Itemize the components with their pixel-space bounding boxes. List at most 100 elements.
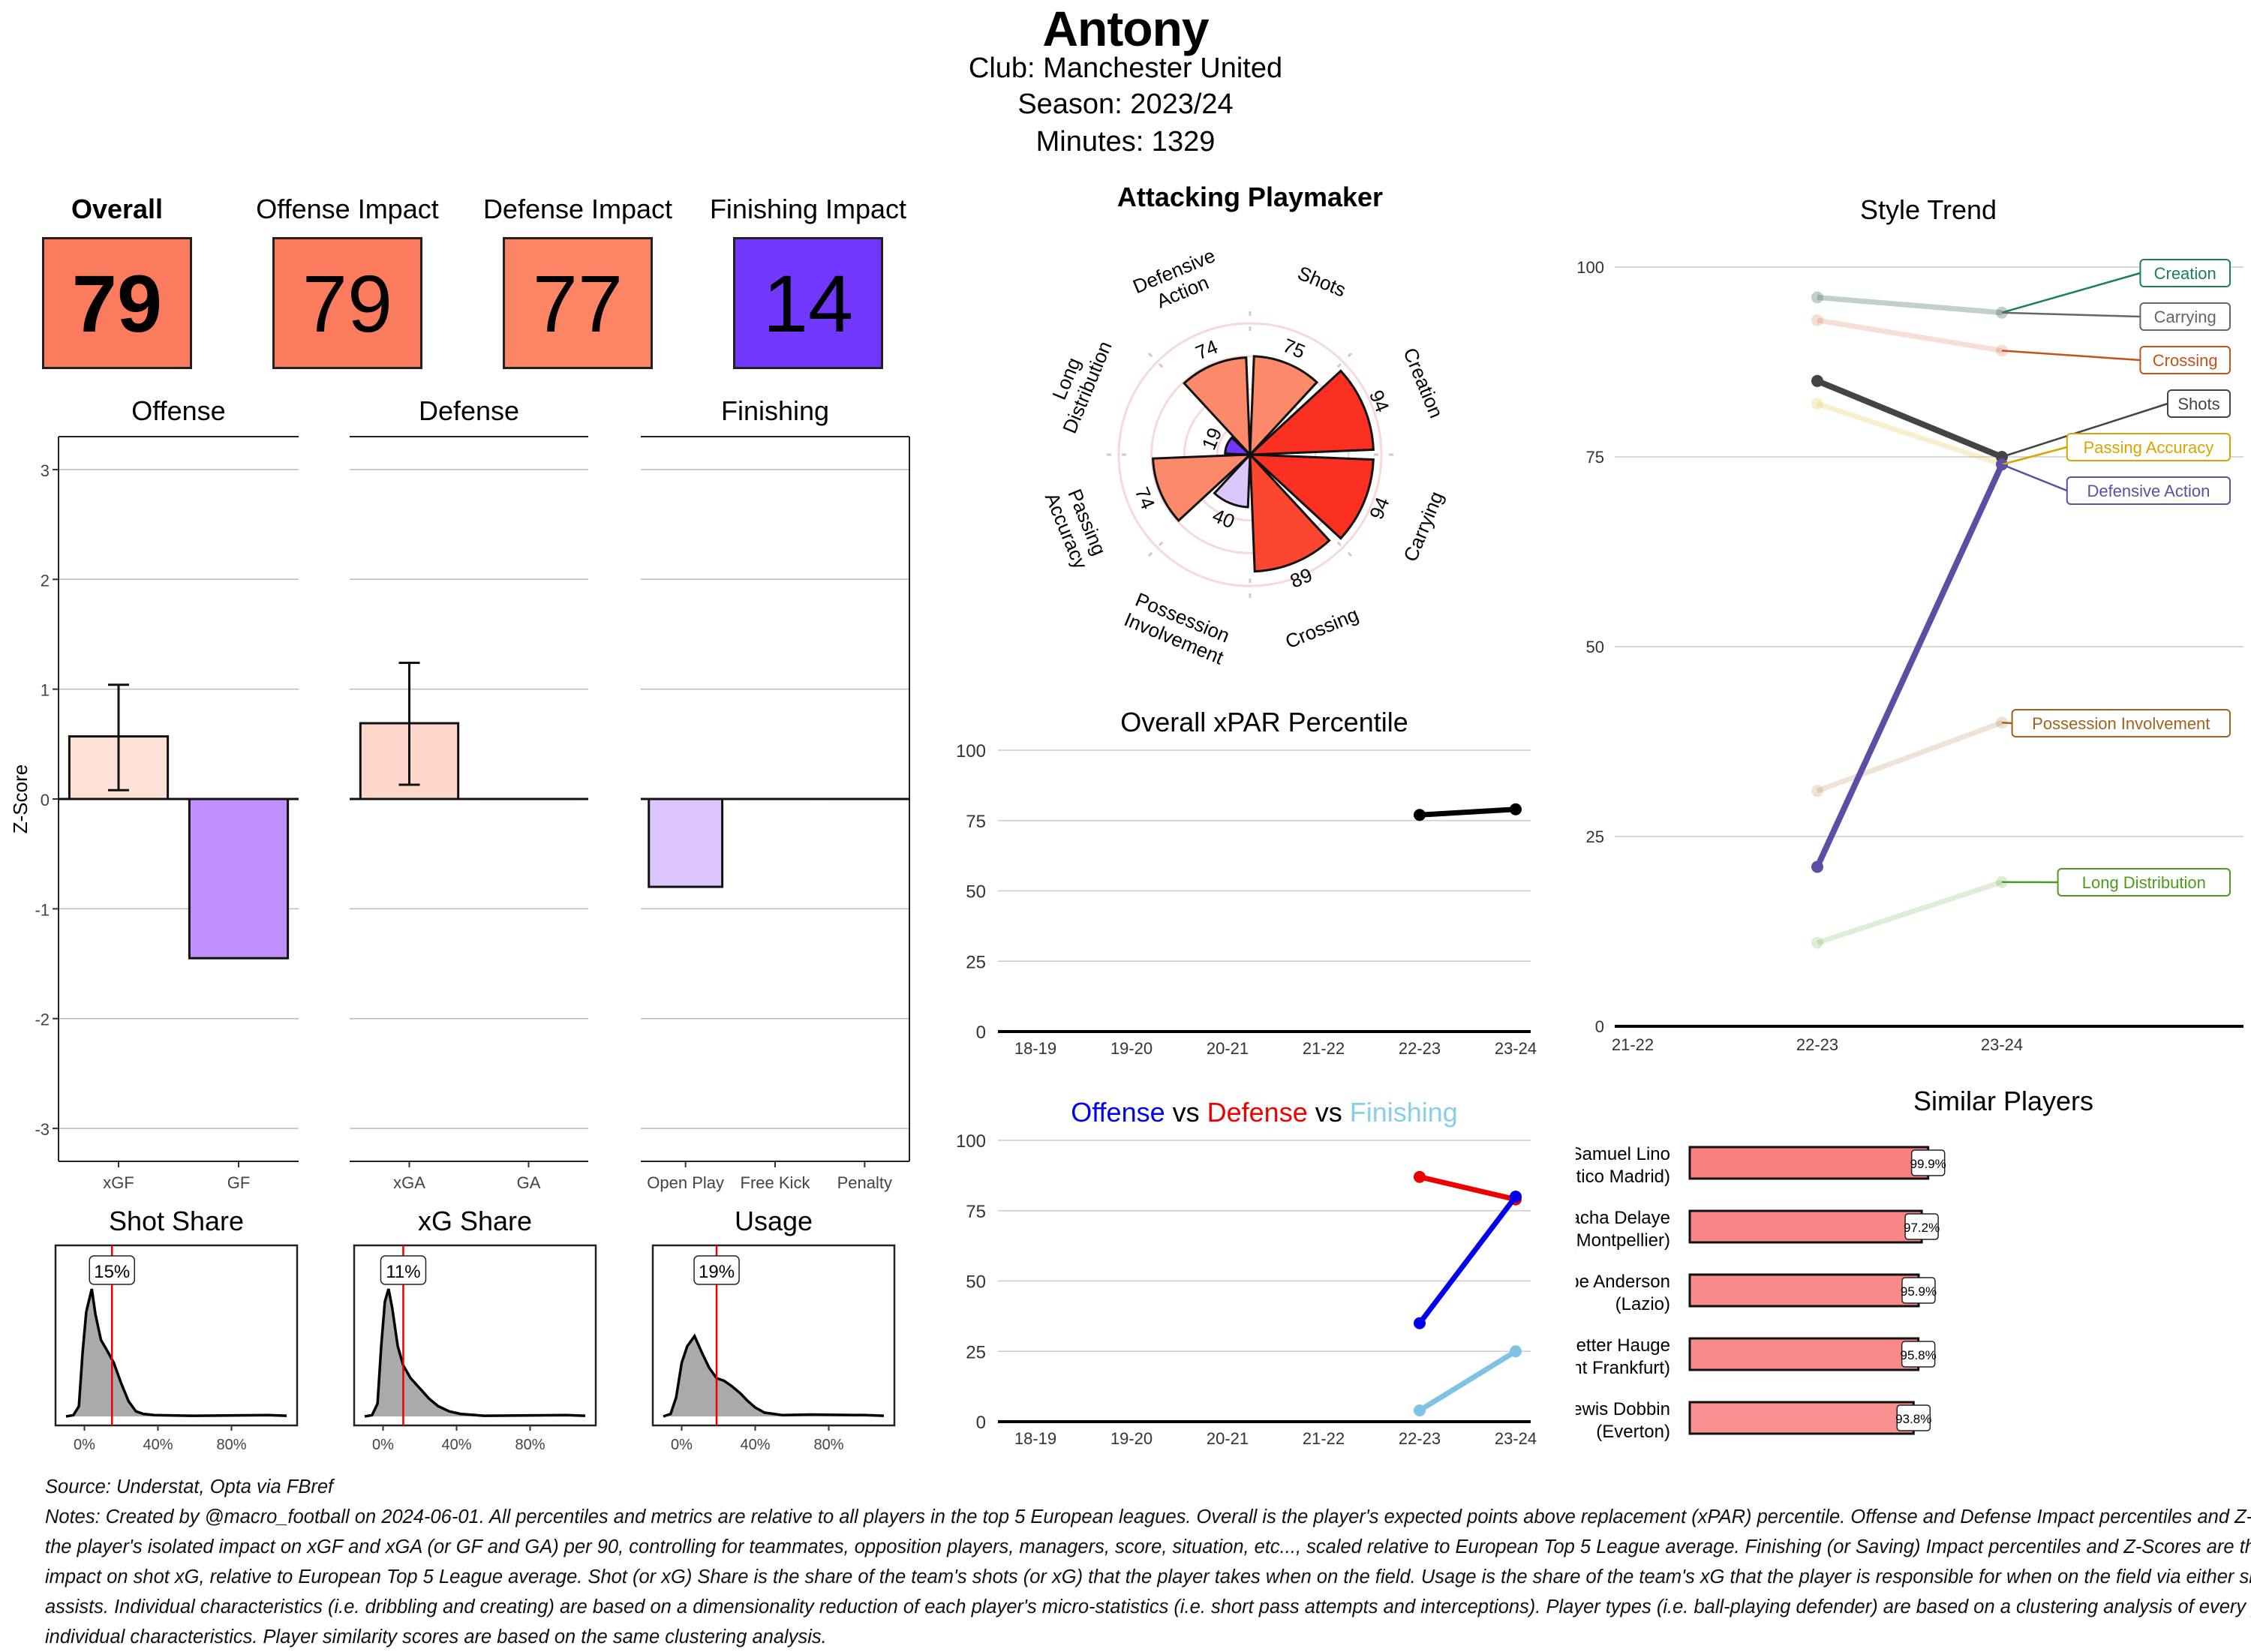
series-line-offense <box>1420 1197 1516 1323</box>
similar-player-club: (Lazio) <box>1615 1294 1670 1314</box>
odf-title: Offense vs Defense vs Finishing <box>1071 1097 1458 1128</box>
similar-player-club: (Montpellier) <box>1576 1230 1670 1251</box>
y-tick-label: 1 <box>41 681 50 700</box>
style-label-leader <box>2002 313 2140 317</box>
x-tick-label: 0% <box>671 1437 693 1453</box>
series-point <box>1510 803 1522 815</box>
x-tick-label: 21-22 <box>1612 1035 1654 1054</box>
x-tick-label: 23-24 <box>1495 1039 1537 1058</box>
y-tick-label: 2 <box>41 571 50 590</box>
style-label: Shots <box>2177 395 2219 413</box>
footer-notes: Source: Understat, Opta via FBref Notes:… <box>45 1472 2236 1652</box>
similarity-bar <box>1690 1338 1919 1370</box>
y-tick-label: 50 <box>966 882 986 903</box>
player-value-label: 19% <box>699 1262 735 1282</box>
x-tick-label: 22-23 <box>1399 1429 1441 1448</box>
series-point <box>1510 1345 1522 1357</box>
style-label: Creation <box>2154 264 2216 283</box>
density-title: Shot Share <box>109 1206 244 1236</box>
odf-title-part: Finishing <box>1342 1097 1458 1128</box>
x-tick-label: 21-22 <box>1303 1429 1345 1448</box>
y-tick-label: -2 <box>35 1011 50 1029</box>
similarity-bar <box>1690 1147 1928 1179</box>
similarity-bar <box>1690 1275 1919 1306</box>
radar-value-label: 74 <box>1131 484 1160 512</box>
similar-player-club: (Atletico Madrid) <box>1576 1167 1670 1187</box>
y-tick-label: 75 <box>1586 448 1604 467</box>
similar-player-name: Felipe Anderson <box>1576 1272 1670 1292</box>
radar-category-label: Shots <box>1294 261 1349 301</box>
card-finishing: 14 <box>733 237 883 369</box>
x-tick-label: Free Kick <box>741 1173 811 1192</box>
series-line-xpar <box>1420 809 1516 815</box>
y-tick-label: 75 <box>966 812 986 832</box>
density-title: xG Share <box>418 1206 532 1236</box>
style-point <box>1811 937 1823 949</box>
series-point <box>1414 809 1426 821</box>
series-point <box>1414 1317 1426 1329</box>
radar-value-label: 74 <box>1192 335 1221 365</box>
x-tick-label: 18-19 <box>1014 1039 1056 1058</box>
similar-player-name: Jens Petter Hauge <box>1576 1335 1670 1356</box>
notes-line-5: individual characteristics. Player simil… <box>45 1622 2236 1652</box>
y-tick-label: 100 <box>956 1131 986 1152</box>
similar-player-club: (Everton) <box>1596 1422 1670 1442</box>
series-point <box>1414 1404 1426 1416</box>
season-line: Season: 2023/24 <box>0 89 2251 121</box>
style-point <box>1811 398 1823 410</box>
series-point <box>1414 1171 1426 1183</box>
style-label: Crossing <box>2153 351 2218 370</box>
odf-title-part: Defense <box>1200 1097 1308 1128</box>
style-point <box>1811 785 1823 797</box>
similar-player-club: (Eintracht Frankfurt) <box>1576 1358 1670 1378</box>
radar-value-label: 89 <box>1287 563 1315 593</box>
style-label-leader <box>2002 447 2067 464</box>
style-trend-title: Style Trend <box>1860 194 1997 225</box>
series-line-defense <box>1420 1177 1516 1200</box>
facet-title: Finishing <box>721 395 829 426</box>
card-defense: 77 <box>503 237 653 369</box>
style-label: Passing Accuracy <box>2084 438 2214 457</box>
x-tick-label: Open Play <box>647 1173 724 1192</box>
similar-player-name: Sacha Delaye <box>1576 1208 1670 1228</box>
style-point <box>1811 291 1823 303</box>
card-title-overall: Overall <box>20 194 215 225</box>
style-label: Long Distribution <box>2082 873 2206 892</box>
player-value-label: 11% <box>386 1262 420 1282</box>
similarity-label: 95.9% <box>1901 1284 1937 1299</box>
y-tick-label: 0 <box>41 791 50 809</box>
style-point <box>1811 314 1823 326</box>
x-tick-label: 40% <box>441 1437 471 1453</box>
odf-title-part: vs <box>1308 1097 1342 1128</box>
style-line <box>1817 381 2002 457</box>
x-tick-label: xGF <box>103 1173 134 1192</box>
radar-value-label: 75 <box>1280 334 1309 363</box>
card-title-offense: Offense Impact <box>250 194 445 225</box>
y-tick-label: 0 <box>1595 1017 1604 1036</box>
similar-player-name: Samuel Lino <box>1576 1144 1670 1164</box>
similarity-label: 97.2% <box>1904 1221 1940 1235</box>
style-label: Possession Involvement <box>2032 714 2210 733</box>
style-line <box>1817 404 2002 464</box>
y-tick-label: 0 <box>976 1023 986 1043</box>
player-value-label: 15% <box>94 1262 130 1282</box>
similarity-label: 93.8% <box>1895 1412 1931 1426</box>
y-tick-label: 50 <box>1586 638 1604 656</box>
y-tick-label: 75 <box>966 1202 986 1222</box>
y-tick-label: -3 <box>35 1120 50 1139</box>
style-point <box>1811 861 1823 873</box>
x-tick-label: 40% <box>143 1437 173 1453</box>
odf-title-part: Offense <box>1071 1097 1165 1128</box>
series-line-finishing <box>1420 1351 1516 1410</box>
notes-line-1: Notes: Created by @macro_football on 202… <box>45 1502 2236 1532</box>
radar-category-label: Carrying <box>1399 488 1447 565</box>
y-tick-label: 3 <box>41 461 50 480</box>
x-tick-label: 80% <box>813 1437 843 1453</box>
radar-category-label: Creation <box>1399 344 1447 421</box>
similarity-label: 95.8% <box>1901 1348 1937 1362</box>
x-tick-label: 21-22 <box>1303 1039 1345 1058</box>
x-tick-label: 19-20 <box>1110 1429 1153 1448</box>
similarity-label: 99.9% <box>1910 1157 1946 1171</box>
style-line <box>1817 882 2002 943</box>
